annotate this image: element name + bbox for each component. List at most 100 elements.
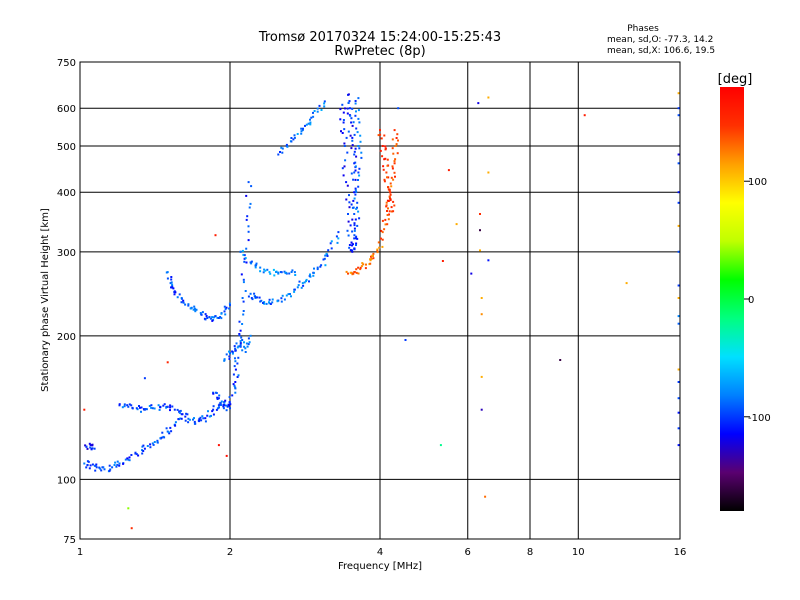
trace-point [360, 265, 363, 268]
trace-point [245, 218, 248, 221]
trace-point [352, 199, 355, 202]
echo-point [470, 272, 473, 275]
echo-point [677, 201, 680, 204]
trace-point [113, 464, 116, 466]
trace-point [222, 407, 225, 410]
y-axis-label: Stationary phase Virtual Height [km] [40, 208, 51, 392]
trace-point [268, 271, 271, 274]
trace-point [180, 417, 183, 420]
trace-point [382, 165, 385, 168]
trace-point [198, 418, 201, 421]
trace-point [392, 210, 395, 213]
trace-point [159, 406, 162, 409]
trace-point [393, 162, 396, 165]
trace-point [313, 110, 316, 112]
trace-point [220, 312, 223, 315]
trace-point [242, 313, 245, 316]
trace-point [250, 185, 253, 188]
trace-point [263, 301, 266, 304]
trace-point [193, 422, 196, 425]
trace-point [265, 302, 268, 305]
trace-point [386, 158, 389, 161]
trace-point [156, 441, 159, 444]
trace-point [168, 432, 171, 435]
trace-point [190, 307, 192, 310]
x-tick-labels: 1 2 4 6 8 10 16 [77, 547, 687, 558]
colorbar-label: [deg] [718, 72, 753, 87]
trace-point [346, 229, 349, 232]
trace-point [347, 93, 350, 96]
trace-point [384, 218, 387, 221]
trace-point [369, 262, 372, 265]
trace-point [200, 313, 203, 316]
trace-point [348, 201, 351, 204]
trace-point [273, 274, 276, 277]
trace-point [296, 286, 299, 289]
trace-point [134, 451, 137, 454]
trace-point [325, 252, 328, 255]
trace-point [268, 302, 271, 305]
echo-point [439, 444, 442, 447]
trace-point [215, 408, 218, 411]
trace-point [142, 450, 145, 452]
trace-point [86, 464, 89, 466]
trace-point [152, 443, 155, 446]
trace-point [158, 408, 161, 411]
trace-point [390, 185, 393, 188]
trace-point [204, 417, 207, 420]
trace-point [340, 130, 342, 133]
trace-point [173, 408, 176, 411]
echo-point [479, 229, 481, 232]
trace-point [316, 268, 319, 271]
trace-point [285, 294, 288, 297]
trace-point [352, 178, 355, 181]
trace-point [376, 251, 379, 254]
trace-point [228, 302, 231, 305]
trace-point [350, 241, 353, 244]
trace-point [344, 107, 346, 110]
trace-point [310, 116, 313, 119]
trace-point [383, 228, 386, 231]
trace-point [268, 301, 270, 304]
phase-stats-x: mean, sd,X: 106.6, 19.5 [607, 46, 715, 56]
trace-point [297, 284, 300, 287]
trace-point [238, 333, 241, 335]
trace-point [241, 339, 244, 341]
trace-point [256, 296, 259, 299]
trace-point [320, 264, 323, 267]
trace-point [232, 373, 235, 376]
trace-point [224, 313, 227, 316]
trace-point [239, 344, 242, 347]
trace-point [108, 464, 111, 467]
trace-point [234, 347, 237, 350]
trace-point [290, 137, 293, 139]
trace-point [318, 104, 321, 107]
x-tick-label: 10 [572, 547, 585, 558]
trace-point [389, 182, 392, 185]
trace-point [347, 101, 350, 104]
trace-point [349, 114, 352, 117]
trace-point [359, 268, 362, 271]
trace-point [236, 362, 239, 365]
trace-point [357, 266, 360, 269]
trace-point [355, 207, 358, 210]
trace-point [353, 234, 356, 237]
trace-point [353, 191, 356, 194]
trace-point [139, 406, 141, 409]
trace-point [353, 197, 356, 200]
trace-point [116, 463, 119, 466]
trace-point [356, 224, 359, 227]
trace-point [381, 145, 384, 147]
trace-point [355, 191, 358, 193]
trace-point [178, 418, 180, 421]
trace-point [305, 278, 308, 281]
trace-point [346, 112, 349, 115]
trace-point [100, 469, 103, 472]
trace-point [243, 341, 245, 344]
trace-point [343, 145, 346, 147]
trace-point [351, 124, 354, 127]
trace-point [380, 237, 382, 240]
trace-point [212, 408, 215, 411]
trace-point [386, 199, 389, 202]
